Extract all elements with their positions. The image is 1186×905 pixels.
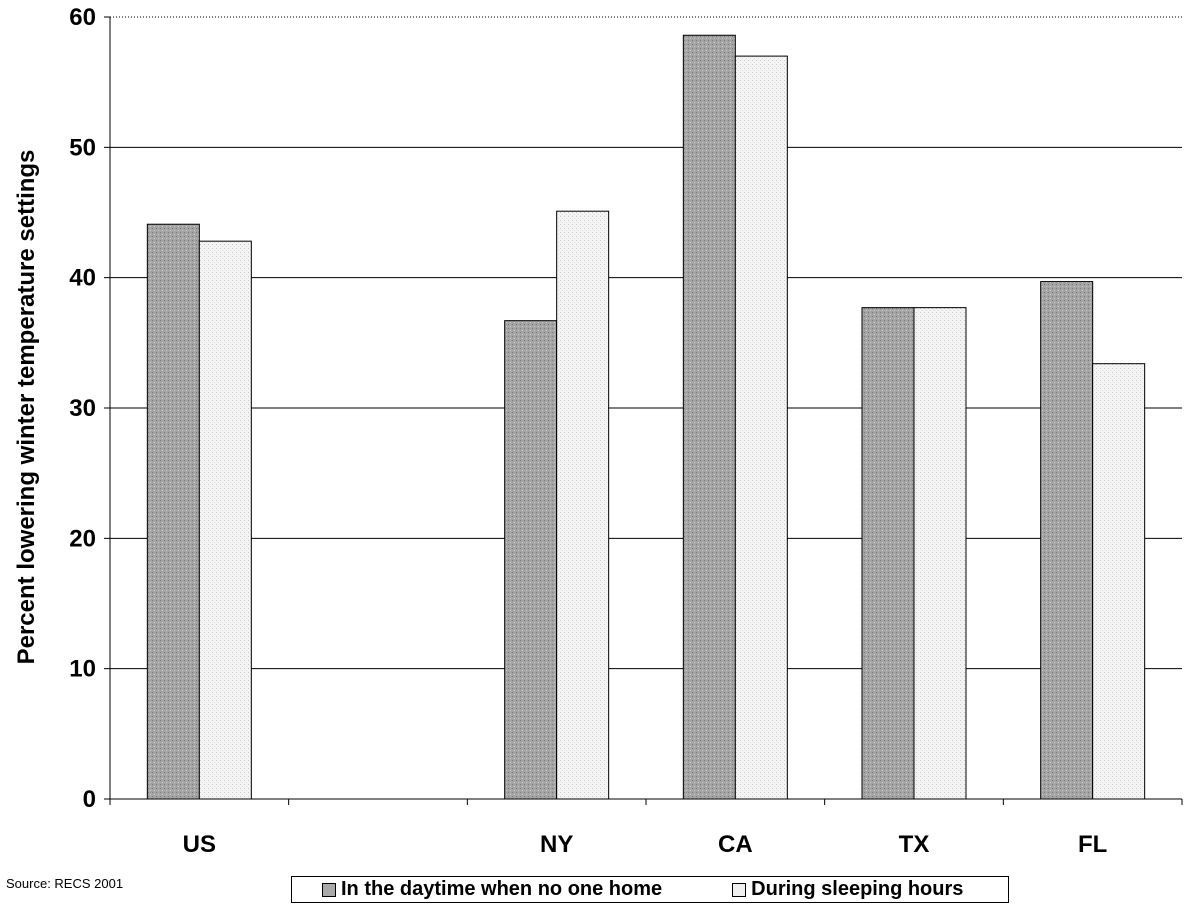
x-category-label: FL <box>1078 831 1107 858</box>
x-category-label: NY <box>540 831 573 858</box>
y-tick-label: 0 <box>83 786 96 813</box>
legend-item-sleeping: During sleeping hours <box>732 878 963 901</box>
axes <box>109 17 1183 805</box>
x-category-label: TX <box>899 831 930 858</box>
bar-fl-series-1 <box>1092 363 1146 800</box>
y-tick-label: 60 <box>69 4 96 31</box>
y-axis-label: Percent lowering winter temperature sett… <box>13 150 40 665</box>
bar-ca-series-1 <box>734 55 788 800</box>
bar-us-series-1 <box>198 240 252 800</box>
y-tick-label: 10 <box>69 656 96 683</box>
bar-us-series-0 <box>146 223 200 800</box>
bar-tx-series-0 <box>861 307 915 800</box>
bars-group <box>146 34 1146 800</box>
y-tick-labels: 0 10 20 30 40 50 60 <box>69 4 96 813</box>
x-category-labels: US NY CA TX FL <box>183 831 1108 858</box>
bar-ny-series-1 <box>556 210 610 800</box>
legend-label-daytime: In the daytime when no one home <box>341 878 663 900</box>
bar-chart: 0 10 20 30 40 50 60 US NY CA TX FL Percent lowerin… <box>13 4 1183 858</box>
bar-ny-series-0 <box>504 320 558 800</box>
y-tick-label: 30 <box>69 395 96 422</box>
bar-tx-series-1 <box>913 307 967 800</box>
bar-fl-series-0 <box>1040 281 1094 800</box>
y-tick-label: 40 <box>69 265 96 292</box>
legend-swatch-daytime <box>322 882 336 897</box>
gridlines <box>104 16 1182 800</box>
x-category-label: US <box>183 831 216 858</box>
source-note: Source: RECS 2001 <box>6 876 124 891</box>
x-category-label: CA <box>718 831 753 858</box>
y-tick-label: 20 <box>69 525 96 552</box>
legend: In the daytime when no one home During s… <box>291 876 1009 903</box>
y-tick-label: 50 <box>69 134 96 161</box>
bar-ca-series-0 <box>682 34 736 800</box>
legend-swatch-sleeping <box>732 882 747 897</box>
legend-item-daytime: In the daytime when no one home <box>322 878 662 901</box>
legend-label-sleeping: During sleeping hours <box>751 878 964 900</box>
